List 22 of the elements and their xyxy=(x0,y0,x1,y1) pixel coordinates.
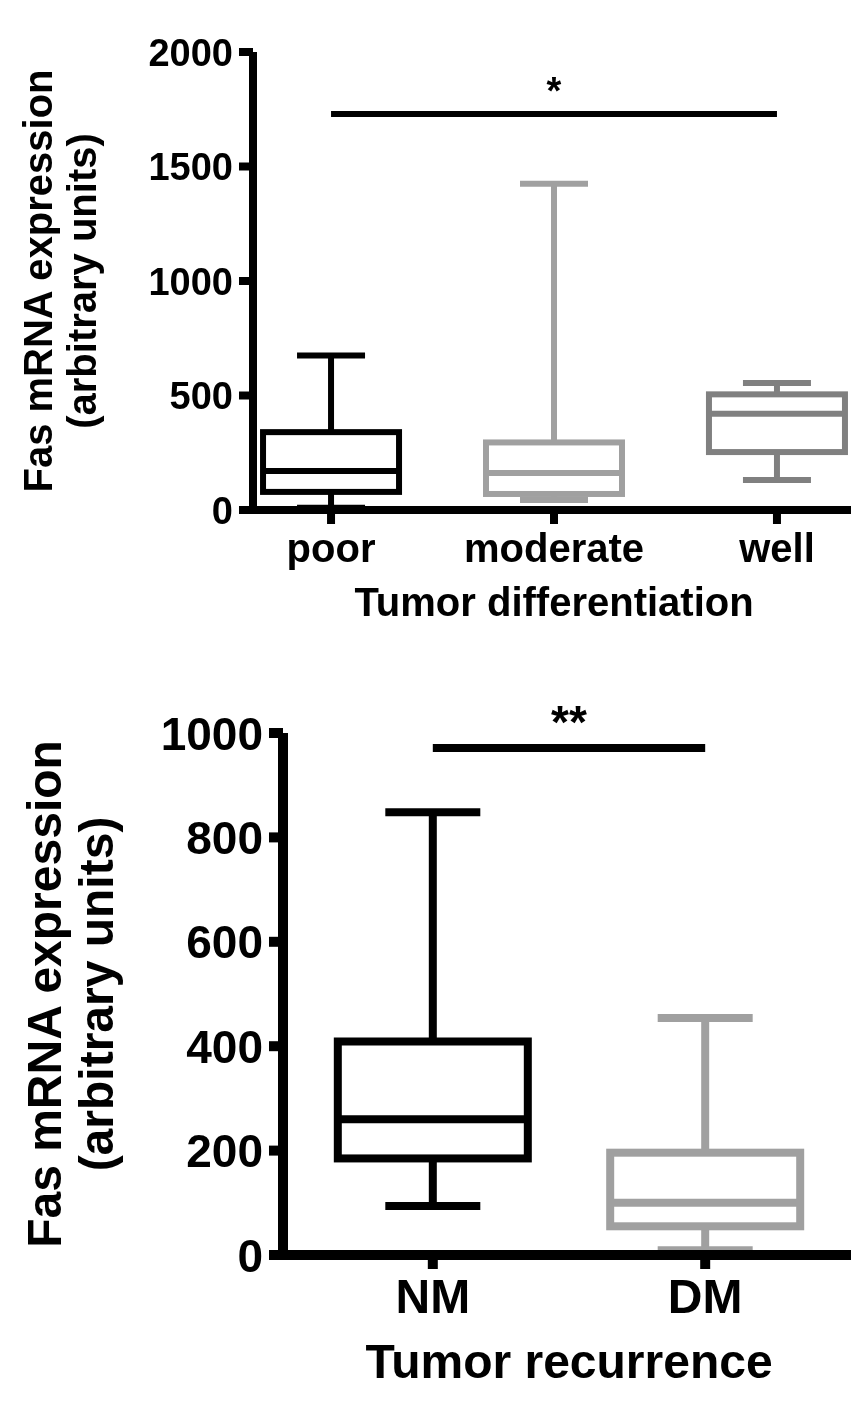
annotation: ** xyxy=(551,696,587,748)
y-tick-label: 2000 xyxy=(148,31,233,74)
y-axis-title: Fas mRNA expression (arbitrary units) xyxy=(18,740,124,1248)
y-tick-label: 1000 xyxy=(160,707,263,760)
y-tick-label: 0 xyxy=(237,1229,263,1282)
y-tick-label: 200 xyxy=(186,1125,263,1178)
y-tick-label: 800 xyxy=(186,811,263,864)
y-tick-label: 1500 xyxy=(148,146,233,189)
x-tick-label: NM xyxy=(395,1270,471,1324)
y-tick-label: 600 xyxy=(186,916,263,969)
y-tick-label: 0 xyxy=(211,489,233,532)
y-axis-title: Fas mRNA expression (arbitrary units) xyxy=(16,69,104,493)
x-axis-title: Tumor recurrence xyxy=(365,1335,773,1389)
y-tick-label: 1000 xyxy=(148,260,233,303)
x-tick-label: moderate xyxy=(463,526,645,570)
y-tick-label: 500 xyxy=(169,375,233,418)
x-tick-label: DM xyxy=(667,1270,743,1324)
x-tick-label: poor xyxy=(286,526,376,570)
y-tick-label: 400 xyxy=(186,1020,263,1073)
annotation: * xyxy=(546,70,562,112)
x-tick-label: well xyxy=(738,526,815,570)
x-axis-title: Tumor differentiation xyxy=(354,580,754,624)
